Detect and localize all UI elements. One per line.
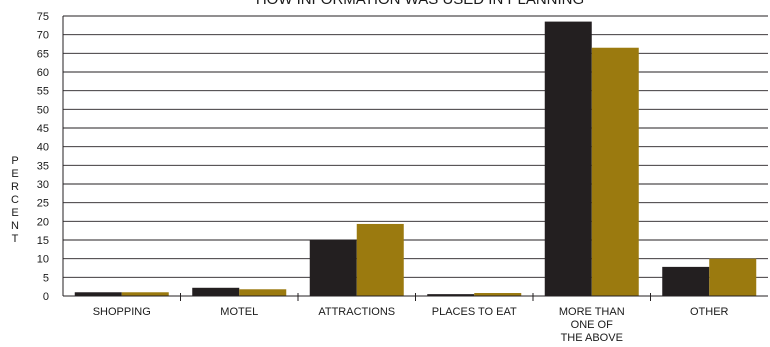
category-label: MORE THAN ONE OF THE ABOVE — [559, 306, 625, 344]
y-tick-labels: 0 5 10 15 20 25 30 35 40 45 50 55 60 65 70 75 — [37, 11, 49, 303]
y-tick-label: 35 — [37, 160, 49, 172]
bar-series2-1 — [239, 289, 287, 296]
bar-series2-5 — [709, 258, 757, 296]
y-axis-label-letter: P — [11, 155, 18, 167]
gridlines — [63, 15, 768, 297]
category-labels: SHOPPING MOTEL ATTRACTIONS PLACES TO EAT MOR… — [93, 306, 729, 344]
bar-series2-4 — [591, 47, 639, 296]
bar-series1-1 — [192, 287, 240, 296]
y-tick-label: 10 — [37, 254, 49, 266]
category-label: ATTRACTIONS — [318, 306, 395, 318]
y-tick-label: 45 — [37, 123, 49, 135]
bar-series2-0 — [121, 292, 169, 296]
category-label: SHOPPING — [93, 306, 151, 318]
y-tick-label: 60 — [37, 67, 49, 79]
bar-series2-2 — [356, 223, 404, 296]
bar-series2-3 — [474, 293, 522, 296]
y-tick-label: 55 — [37, 86, 49, 98]
y-axis-label-letter: R — [11, 181, 19, 193]
y-tick-label: 0 — [43, 291, 49, 303]
bars — [74, 21, 757, 296]
y-tick-label: 65 — [37, 48, 49, 60]
y-axis-label-letter: E — [11, 207, 18, 219]
y-tick-label: 20 — [37, 216, 49, 228]
category-label: MOTEL — [220, 306, 258, 318]
y-tick-label: 15 — [37, 235, 49, 247]
y-tick-label: 40 — [37, 142, 49, 154]
y-tick-label: 75 — [37, 11, 49, 23]
x-tick-marks — [180, 293, 651, 301]
y-tick-label: 5 — [43, 272, 49, 284]
chart-title: HOW INFORMATION WAS USED IN PLANNING — [256, 0, 584, 8]
y-axis-label-letter: C — [11, 194, 19, 206]
y-tick-label: 50 — [37, 104, 49, 116]
category-label: OTHER — [690, 306, 729, 318]
y-tick-label: 70 — [37, 30, 49, 42]
bar-series1-3 — [427, 294, 475, 296]
bar-series1-5 — [662, 266, 710, 296]
y-axis-label-letter: N — [11, 220, 19, 232]
category-label: PLACES TO EAT — [432, 306, 517, 318]
bar-series1-4 — [544, 21, 592, 296]
y-tick-label: 25 — [37, 198, 49, 210]
y-axis-label-letter: T — [12, 233, 19, 245]
axes — [62, 16, 768, 297]
bar-series1-2 — [309, 240, 357, 296]
y-axis-label-letter: E — [11, 168, 18, 180]
y-tick-label: 30 — [37, 179, 49, 191]
bar-series1-0 — [74, 292, 122, 296]
